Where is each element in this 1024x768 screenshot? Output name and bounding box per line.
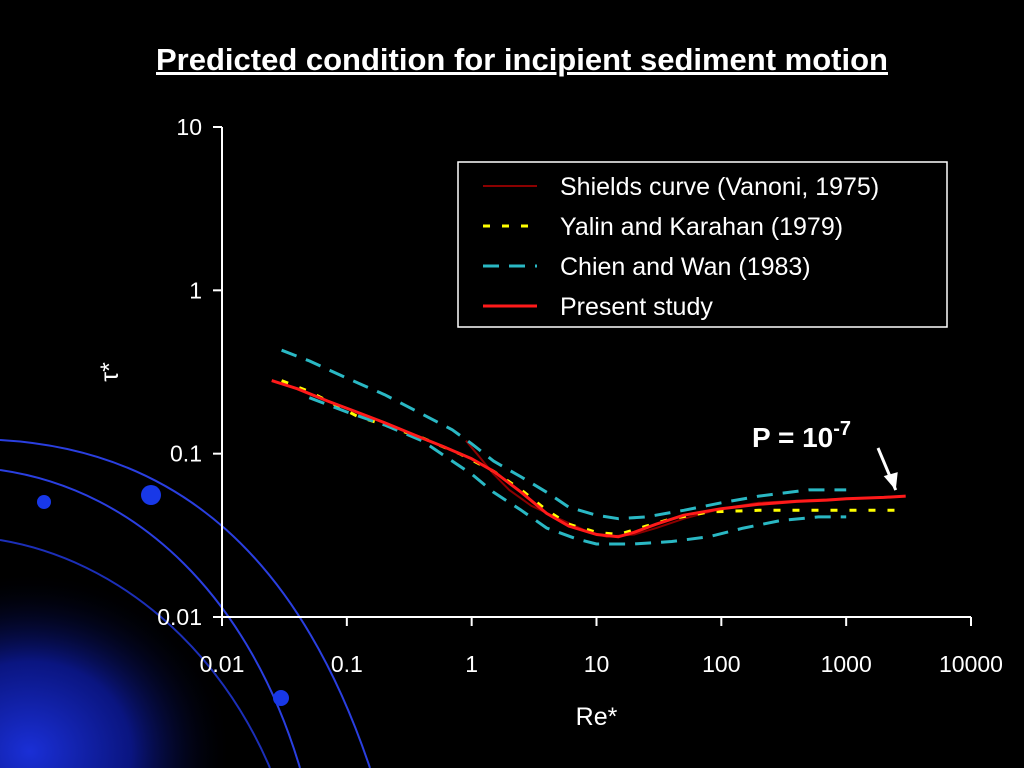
series-0 [465, 440, 847, 538]
legend: Shields curve (Vanoni, 1975) Yalin and Ka… [457, 161, 948, 328]
series-3 [271, 379, 906, 539]
series-2 [281, 348, 847, 546]
legend-label: Chien and Wan (1983) [560, 253, 811, 281]
blue-glow-shape [0, 440, 370, 768]
series-line [281, 379, 906, 536]
decor-dot [273, 690, 289, 706]
x-tick-label: 10000 [939, 651, 1003, 677]
annotation: P = 10-7 [752, 418, 898, 491]
legend-label: Shields curve (Vanoni, 1975) [560, 173, 879, 201]
orbit-arc [0, 439, 371, 768]
series-line [308, 396, 847, 546]
x-tick-label: 100 [702, 651, 740, 677]
y-tick-label: 1 [189, 277, 202, 303]
y-tick-label: 0.01 [157, 604, 202, 630]
y-tick-label: 10 [176, 114, 202, 140]
x-tick-label: 10 [584, 651, 610, 677]
legend-box [457, 161, 948, 328]
annotation-label: P = 10-7 [752, 418, 851, 453]
series-layer [271, 348, 906, 546]
axes: 0.01 0.1 1 10 100 1000 10000 0.01 0.1 1 10 Re* τ* [96, 114, 1003, 731]
x-tick-label: 0.01 [200, 651, 245, 677]
series-line [271, 379, 906, 539]
series-line [465, 440, 847, 538]
orbit-arc [0, 539, 271, 768]
y-axis-title: τ* [96, 362, 124, 382]
series-line [281, 348, 847, 521]
x-tick-label: 0.1 [331, 651, 363, 677]
annotation-exponent: -7 [833, 418, 851, 440]
legend-label: Present study [560, 293, 713, 321]
annotation-arrowhead [883, 472, 898, 491]
decor-dot [141, 485, 161, 505]
x-tick-label: 1000 [821, 651, 872, 677]
series-1 [281, 379, 906, 536]
x-tick-label: 1 [465, 651, 478, 677]
y-tick-label: 0.1 [170, 441, 202, 467]
x-axis-title: Re* [576, 703, 618, 731]
legend-label: Yalin and Karahan (1979) [560, 213, 843, 241]
decor-dot [37, 495, 51, 509]
chart-title: Predicted condition for incipient sedime… [156, 42, 888, 77]
annotation-text: P = 10 [752, 422, 833, 453]
